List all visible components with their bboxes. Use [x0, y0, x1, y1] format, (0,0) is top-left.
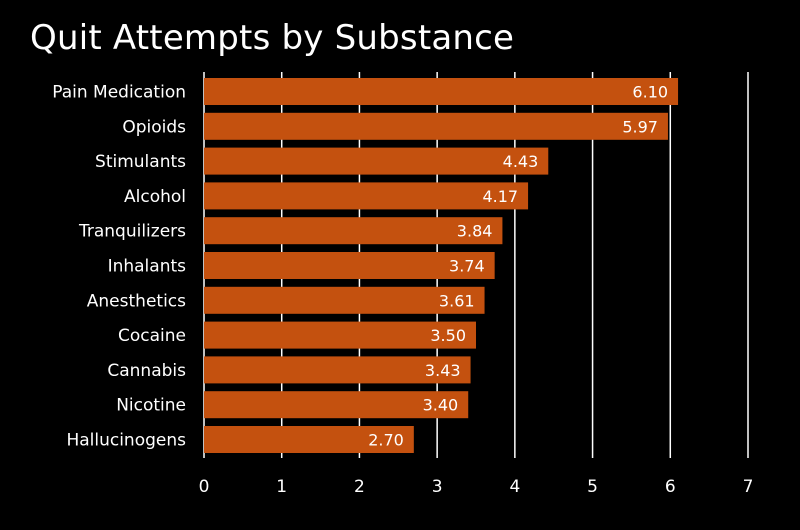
value-label: 3.84: [457, 222, 493, 241]
bar-inhalants: [204, 252, 495, 279]
value-labels: 6.10 5.97 4.43 4.17 3.84 3.74 3.61 3.50 3.43 3.40…: [368, 83, 668, 450]
category-label: Hallucinogens: [66, 431, 186, 451]
x-tick-label: 4: [509, 477, 520, 497]
x-tick-label: 7: [743, 477, 754, 497]
x-tick-label: 0: [199, 477, 210, 497]
category-label: Inhalants: [108, 257, 187, 277]
value-label: 3.43: [425, 361, 461, 380]
bar-stimulants: [204, 147, 549, 175]
x-tick-label: 2: [354, 477, 365, 497]
x-axis-ticks: 0 1 2 3 4 5 6 7: [199, 477, 754, 497]
bar-cocaine: [204, 321, 476, 349]
category-label: Stimulants: [95, 152, 186, 172]
category-label: Opioids: [122, 117, 186, 137]
bar-cannabis: [204, 356, 471, 384]
bar-tranquilizers: [204, 217, 503, 245]
value-label: 5.97: [622, 117, 658, 136]
value-label: 3.50: [430, 326, 466, 345]
value-label: 3.74: [449, 257, 485, 276]
bar-anesthetics: [204, 286, 485, 314]
x-tick-label: 5: [587, 477, 598, 497]
x-tick-label: 3: [432, 477, 443, 497]
x-tick-label: 6: [665, 477, 676, 497]
value-label: 4.43: [503, 152, 539, 171]
category-labels: Pain Medication Opioids Stimulants Alcohol T…: [52, 83, 186, 451]
bar-alcohol: [204, 182, 529, 210]
value-label: 2.70: [368, 431, 404, 450]
category-label: Cannabis: [107, 361, 186, 381]
category-label: Alcohol: [124, 187, 186, 207]
bars: [204, 78, 679, 453]
bar-nicotine: [204, 391, 469, 419]
category-label: Cocaine: [118, 326, 186, 346]
bar-opioids: [204, 112, 668, 140]
value-label: 4.17: [482, 187, 518, 206]
value-label: 3.40: [423, 396, 459, 415]
category-label: Pain Medication: [52, 83, 186, 103]
category-label: Tranquilizers: [78, 222, 186, 242]
x-tick-label: 1: [276, 477, 287, 497]
value-label: 6.10: [632, 83, 668, 102]
chart-title: Quit Attempts by Substance: [30, 18, 515, 58]
category-label: Nicotine: [116, 396, 186, 416]
bar-pain-medication: [204, 78, 679, 105]
bar-hallucinogens: [204, 426, 414, 453]
value-label: 3.61: [439, 291, 475, 310]
category-label: Anesthetics: [87, 291, 186, 311]
